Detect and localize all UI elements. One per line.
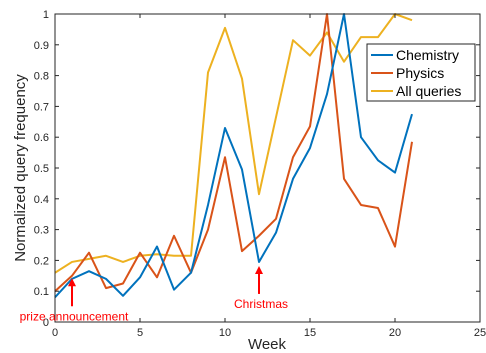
x-tick-label: 5 (137, 327, 143, 339)
series-line-all-queries (54, 13, 413, 274)
x-tick-label: 25 (474, 327, 486, 339)
y-tick-label: 0.8 (34, 71, 49, 83)
series-lines (54, 13, 413, 299)
legend-label-physics: Physics (396, 65, 444, 81)
y-axis-label: Normalized query frequency (12, 74, 29, 262)
legend-label-all-queries: All queries (396, 83, 461, 99)
x-tick-label: 20 (389, 327, 401, 339)
x-tick-label: 10 (219, 327, 231, 339)
annotation-label: Christmas (234, 297, 288, 311)
annotation-label: prize announcement (20, 309, 129, 323)
y-tick-label: 0.2 (34, 255, 49, 267)
y-tick-label: 0.1 (34, 286, 49, 298)
legend-label-chemistry: Chemistry (396, 47, 459, 63)
x-axis-label: Week (248, 336, 287, 353)
y-tick-label: 0.9 (34, 40, 49, 52)
series-line-physics (54, 13, 413, 292)
legend: Chemistry Physics All queries (366, 43, 476, 102)
annotations: prize announcement Christmas (20, 265, 288, 323)
y-tick-label: 0.4 (34, 194, 49, 206)
y-tick-label: 0.7 (34, 101, 49, 113)
y-tick-label: 1 (43, 9, 49, 21)
axis-ticks: 0 5 10 15 20 25 0 0.1 0.2 0.3 0.4 0.5 0.6 0.7 0.8 0.9 1 (34, 9, 486, 339)
y-tick-label: 0 (43, 317, 49, 329)
y-tick-label: 0.6 (34, 132, 49, 144)
annotation-arrowhead (68, 278, 76, 287)
annotation-arrowhead (255, 265, 263, 274)
x-tick-label: 15 (304, 327, 316, 339)
series-line-chemistry (54, 13, 413, 299)
x-tick-label: 0 (52, 327, 58, 339)
y-tick-label: 0.5 (34, 163, 49, 175)
y-tick-label: 0.3 (34, 225, 49, 237)
